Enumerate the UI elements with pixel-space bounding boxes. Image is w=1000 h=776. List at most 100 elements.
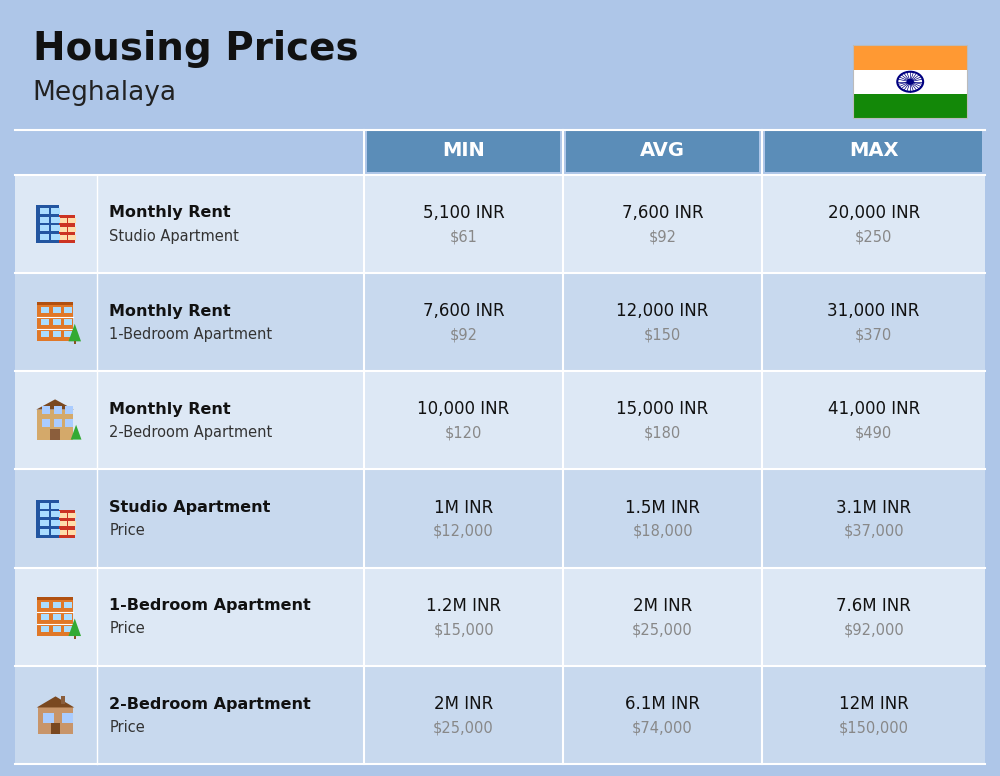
FancyBboxPatch shape: [37, 410, 73, 439]
FancyBboxPatch shape: [53, 331, 61, 338]
FancyBboxPatch shape: [42, 406, 50, 414]
FancyBboxPatch shape: [43, 713, 54, 723]
FancyBboxPatch shape: [853, 70, 967, 94]
Text: Price: Price: [109, 523, 145, 539]
FancyBboxPatch shape: [15, 470, 985, 566]
FancyBboxPatch shape: [41, 626, 49, 632]
Polygon shape: [68, 618, 81, 636]
Text: Studio Apartment: Studio Apartment: [109, 500, 271, 515]
FancyBboxPatch shape: [56, 216, 75, 243]
Text: Studio Apartment: Studio Apartment: [109, 228, 239, 244]
Text: $150: $150: [644, 327, 681, 342]
FancyBboxPatch shape: [64, 307, 72, 314]
Text: 7.6M INR: 7.6M INR: [836, 597, 911, 615]
Text: 1-Bedroom Apartment: 1-Bedroom Apartment: [109, 327, 272, 341]
Text: MAX: MAX: [849, 141, 898, 160]
Text: $120: $120: [445, 426, 482, 441]
FancyBboxPatch shape: [41, 331, 49, 338]
Text: 2M INR: 2M INR: [633, 597, 692, 615]
FancyBboxPatch shape: [50, 429, 60, 439]
Text: Housing Prices: Housing Prices: [33, 29, 358, 68]
Polygon shape: [71, 424, 81, 439]
FancyBboxPatch shape: [40, 234, 49, 240]
FancyBboxPatch shape: [64, 614, 72, 620]
FancyBboxPatch shape: [41, 320, 49, 325]
FancyBboxPatch shape: [64, 331, 72, 338]
FancyBboxPatch shape: [51, 234, 60, 240]
FancyBboxPatch shape: [64, 320, 72, 325]
FancyBboxPatch shape: [59, 227, 67, 232]
Polygon shape: [36, 400, 74, 410]
FancyBboxPatch shape: [65, 418, 73, 427]
Text: 3.1M INR: 3.1M INR: [836, 499, 911, 517]
Text: $250: $250: [855, 229, 892, 244]
FancyBboxPatch shape: [68, 530, 76, 535]
Text: Monthly Rent: Monthly Rent: [109, 303, 231, 319]
FancyBboxPatch shape: [367, 130, 560, 172]
FancyBboxPatch shape: [68, 513, 76, 518]
Text: $74,000: $74,000: [632, 720, 693, 736]
FancyBboxPatch shape: [42, 418, 50, 427]
FancyBboxPatch shape: [51, 225, 60, 231]
FancyBboxPatch shape: [53, 320, 61, 325]
FancyBboxPatch shape: [40, 208, 49, 214]
FancyBboxPatch shape: [37, 600, 73, 636]
FancyBboxPatch shape: [765, 130, 982, 172]
FancyBboxPatch shape: [41, 602, 49, 608]
FancyBboxPatch shape: [59, 521, 67, 526]
FancyBboxPatch shape: [59, 513, 67, 518]
Text: $25,000: $25,000: [433, 720, 494, 736]
FancyBboxPatch shape: [15, 667, 985, 764]
Polygon shape: [68, 324, 81, 341]
FancyBboxPatch shape: [37, 305, 73, 341]
FancyBboxPatch shape: [566, 130, 759, 172]
FancyBboxPatch shape: [15, 175, 985, 272]
Text: $370: $370: [855, 327, 892, 342]
FancyBboxPatch shape: [40, 225, 49, 231]
Text: 12,000 INR: 12,000 INR: [616, 302, 709, 320]
Text: $61: $61: [450, 229, 478, 244]
Polygon shape: [37, 696, 74, 708]
Text: MIN: MIN: [442, 141, 485, 160]
FancyBboxPatch shape: [51, 528, 60, 535]
FancyBboxPatch shape: [53, 626, 61, 632]
FancyBboxPatch shape: [40, 217, 49, 223]
FancyBboxPatch shape: [40, 528, 49, 535]
Text: $150,000: $150,000: [839, 720, 909, 736]
FancyBboxPatch shape: [53, 602, 61, 608]
Text: $12,000: $12,000: [433, 524, 494, 539]
Text: 6.1M INR: 6.1M INR: [625, 695, 700, 713]
FancyBboxPatch shape: [68, 235, 76, 240]
FancyBboxPatch shape: [41, 307, 49, 314]
Text: $15,000: $15,000: [433, 622, 494, 637]
Text: Monthly Rent: Monthly Rent: [109, 206, 231, 220]
FancyBboxPatch shape: [15, 274, 985, 370]
Text: Monthly Rent: Monthly Rent: [109, 402, 231, 417]
FancyBboxPatch shape: [40, 520, 49, 526]
Text: $92: $92: [649, 229, 677, 244]
Text: 1M INR: 1M INR: [434, 499, 493, 517]
FancyBboxPatch shape: [59, 530, 67, 535]
Text: $92,000: $92,000: [843, 622, 904, 637]
FancyBboxPatch shape: [36, 205, 59, 243]
Text: $180: $180: [644, 426, 681, 441]
FancyBboxPatch shape: [41, 614, 49, 620]
Text: 1-Bedroom Apartment: 1-Bedroom Apartment: [109, 598, 311, 613]
FancyBboxPatch shape: [68, 218, 76, 223]
FancyBboxPatch shape: [853, 94, 967, 119]
Text: Price: Price: [109, 719, 145, 735]
FancyBboxPatch shape: [853, 45, 967, 70]
Text: 20,000 INR: 20,000 INR: [828, 204, 920, 222]
FancyBboxPatch shape: [97, 130, 364, 175]
FancyBboxPatch shape: [53, 307, 61, 314]
FancyBboxPatch shape: [37, 597, 73, 600]
FancyBboxPatch shape: [15, 130, 97, 175]
FancyBboxPatch shape: [62, 713, 73, 723]
FancyBboxPatch shape: [56, 510, 75, 538]
FancyBboxPatch shape: [59, 235, 67, 240]
Text: 2-Bedroom Apartment: 2-Bedroom Apartment: [109, 425, 272, 440]
Text: 41,000 INR: 41,000 INR: [828, 400, 920, 418]
FancyBboxPatch shape: [68, 227, 76, 232]
Text: 7,600 INR: 7,600 INR: [423, 302, 504, 320]
FancyBboxPatch shape: [68, 521, 76, 526]
